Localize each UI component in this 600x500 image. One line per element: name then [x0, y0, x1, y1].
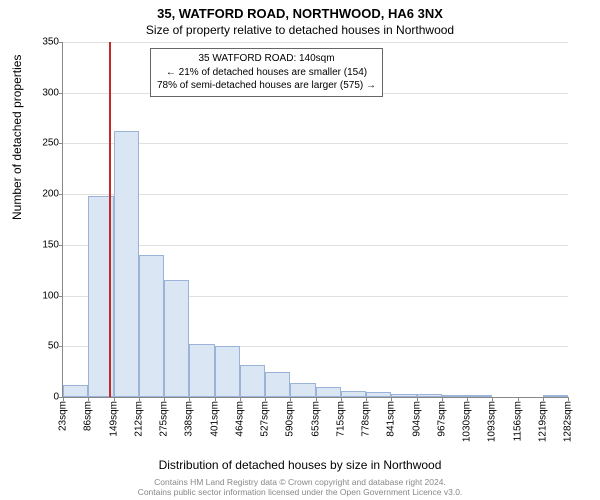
x-tick-label: 904sqm: [411, 401, 422, 437]
x-tick-label: 23sqm: [58, 401, 69, 431]
histogram-bar: [114, 131, 139, 397]
histogram-bar: [543, 395, 568, 397]
x-tick-label: 149sqm: [108, 401, 119, 437]
histogram-bar: [417, 394, 442, 397]
x-tick-label: 527sqm: [260, 401, 271, 437]
y-tick-mark: [59, 42, 63, 43]
gridline: [63, 143, 568, 144]
footer: Contains HM Land Registry data © Crown c…: [0, 477, 600, 498]
histogram-bar: [316, 387, 341, 397]
x-tick-label: 1282sqm: [563, 401, 574, 442]
footer-line-2: Contains public sector information licen…: [0, 487, 600, 498]
chart-subtitle: Size of property relative to detached ho…: [0, 23, 600, 37]
y-tick-label: 250: [42, 138, 59, 149]
gridline: [63, 245, 568, 246]
histogram-bar: [341, 391, 366, 397]
y-tick-mark: [59, 93, 63, 94]
x-tick-label: 401sqm: [209, 401, 220, 437]
histogram-bar: [240, 365, 265, 397]
x-tick-label: 338sqm: [184, 401, 195, 437]
y-tick-label: 200: [42, 189, 59, 200]
histogram-bar: [139, 255, 164, 397]
x-tick-label: 590sqm: [285, 401, 296, 437]
info-box: 35 WATFORD ROAD: 140sqm ← 21% of detache…: [150, 48, 383, 97]
x-axis-label: Distribution of detached houses by size …: [0, 458, 600, 472]
y-tick-mark: [59, 143, 63, 144]
title-block: 35, WATFORD ROAD, NORTHWOOD, HA6 3NX Siz…: [0, 0, 600, 37]
x-tick-label: 967sqm: [436, 401, 447, 437]
histogram-bar: [391, 394, 416, 397]
x-tick-label: 464sqm: [234, 401, 245, 437]
x-tick-label: 275sqm: [159, 401, 170, 437]
y-tick-mark: [59, 346, 63, 347]
x-tick-label: 1156sqm: [512, 401, 523, 441]
x-tick-label: 86sqm: [83, 401, 94, 431]
property-marker-line: [109, 42, 111, 397]
y-tick-label: 150: [42, 239, 59, 250]
histogram-bar: [467, 395, 492, 397]
gridline: [63, 42, 568, 43]
histogram-bar: [442, 395, 467, 397]
x-tick-label: 1093sqm: [487, 401, 498, 442]
chart-title: 35, WATFORD ROAD, NORTHWOOD, HA6 3NX: [0, 6, 600, 21]
histogram-bar: [164, 280, 189, 397]
histogram-bar: [290, 383, 315, 397]
x-tick-label: 841sqm: [386, 401, 397, 437]
gridline: [63, 194, 568, 195]
y-tick-mark: [59, 245, 63, 246]
x-tick-label: 212sqm: [133, 401, 144, 437]
histogram-bar: [215, 346, 240, 397]
footer-line-1: Contains HM Land Registry data © Crown c…: [0, 477, 600, 488]
info-line-2: ← 21% of detached houses are smaller (15…: [157, 66, 376, 80]
x-tick-label: 1030sqm: [462, 401, 473, 442]
y-tick-label: 50: [48, 341, 59, 352]
histogram-bar: [366, 392, 391, 397]
y-tick-mark: [59, 194, 63, 195]
histogram-bar: [265, 372, 290, 397]
y-tick-mark: [59, 296, 63, 297]
x-tick-label: 715sqm: [335, 401, 346, 437]
y-tick-label: 300: [42, 87, 59, 98]
histogram-bar: [189, 344, 214, 397]
y-tick-label: 350: [42, 37, 59, 48]
info-line-1: 35 WATFORD ROAD: 140sqm: [157, 52, 376, 66]
chart-container: 35, WATFORD ROAD, NORTHWOOD, HA6 3NX Siz…: [0, 0, 600, 500]
y-axis-label: Number of detached properties: [10, 55, 24, 220]
x-tick-label: 1219sqm: [537, 401, 548, 442]
x-tick-label: 778sqm: [361, 401, 372, 437]
x-tick-label: 653sqm: [310, 401, 321, 437]
info-line-3: 78% of semi-detached houses are larger (…: [157, 79, 376, 93]
y-tick-label: 100: [42, 290, 59, 301]
histogram-bar: [63, 385, 88, 397]
